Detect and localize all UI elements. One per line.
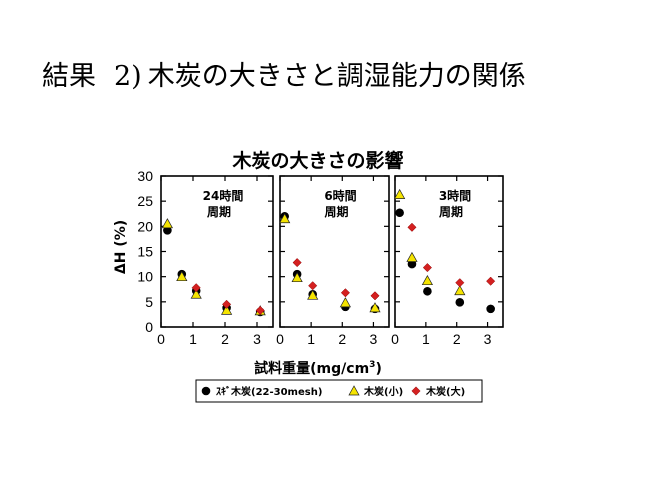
data-point	[307, 289, 319, 300]
data-point	[423, 286, 432, 296]
data-point	[455, 278, 465, 288]
panel-label: 3時間	[439, 188, 471, 203]
x-axis-label-superscript: 3	[369, 360, 375, 370]
x-tick-label: 2	[453, 331, 461, 347]
x-tick-label: 1	[189, 331, 197, 347]
y-tick-label: 5	[145, 294, 153, 310]
y-tick-label: 30	[137, 168, 153, 184]
data-point	[339, 297, 351, 308]
data-point	[369, 302, 381, 313]
legend-label: 木炭(小)	[363, 385, 403, 398]
data-point	[395, 208, 404, 218]
x-tick-label: 2	[338, 331, 346, 347]
x-tick-label: 3	[370, 331, 378, 347]
legend-marker	[201, 386, 211, 396]
panel-label-period: 周期	[439, 204, 463, 219]
x-axis-label-close: )	[375, 361, 381, 377]
legend-item: 木炭(大)	[411, 385, 465, 398]
data-point	[161, 218, 173, 229]
data-point	[222, 299, 232, 309]
chart-title: 木炭の大きさの影響	[231, 149, 403, 172]
y-tick-label: 25	[137, 193, 153, 209]
y-axis: 0 5 10 15 20 25 30	[137, 168, 153, 335]
slide-title-number: 2)	[114, 61, 142, 92]
panel-label-period: 周期	[207, 204, 231, 219]
data-point	[191, 283, 201, 293]
data-point	[406, 251, 418, 262]
data-point	[394, 188, 406, 199]
x-tick-label: 0	[157, 331, 165, 347]
y-tick-label: 15	[137, 244, 153, 260]
data-point	[292, 258, 302, 268]
data-point	[421, 274, 433, 286]
legend-marker	[348, 385, 360, 396]
data-point	[308, 281, 318, 291]
x-tick-label: 1	[307, 331, 315, 347]
x-tick-label: 1	[422, 331, 430, 347]
x-tick-label: 2	[221, 331, 229, 347]
legend-box	[195, 379, 483, 403]
data-point	[486, 304, 495, 314]
slide-title: 結果 2) 木炭の大きさと調湿能力の関係	[42, 54, 526, 93]
y-tick-label: 20	[137, 218, 153, 234]
data-point	[291, 271, 303, 283]
legend-item: ｽｷﾞ木炭(22-30mesh)	[201, 385, 322, 398]
slide-title-pre: 結果	[42, 61, 96, 92]
data-point	[422, 263, 432, 273]
legend-item: 木炭(小)	[348, 385, 403, 398]
y-axis-label: ΔH (%)	[113, 220, 129, 274]
data-point	[279, 213, 291, 224]
data-point	[370, 291, 380, 301]
legend-marker	[411, 386, 421, 396]
panel-label: 24時間	[203, 188, 244, 203]
data-point	[407, 222, 417, 232]
x-tick-label: 3	[253, 331, 261, 347]
y-tick-label: 0	[145, 319, 153, 335]
data-point	[340, 288, 350, 298]
legend: ｽｷﾞ木炭(22-30mesh) 木炭(小) 木炭(大)	[195, 379, 483, 403]
legend-label: ｽｷﾞ木炭(22-30mesh)	[216, 385, 322, 398]
data-point	[255, 305, 265, 315]
data-point	[176, 270, 188, 282]
panel-label: 6時間	[324, 188, 356, 203]
x-axis-label: 試料重量(mg/cm3)	[254, 360, 382, 377]
x-tick-label: 0	[276, 331, 284, 347]
data-point	[486, 276, 496, 286]
panel-label-period: 周期	[324, 204, 348, 219]
data-point	[454, 285, 466, 296]
legend-label: 木炭(大)	[425, 385, 465, 398]
slide-title-post: 木炭の大きさと調湿能力の関係	[147, 61, 526, 92]
y-tick-label: 10	[137, 269, 153, 285]
data-point	[190, 288, 202, 299]
x-axis-label-main: 試料重量(mg/cm	[254, 360, 369, 377]
data-point	[221, 304, 233, 315]
x-tick-label: 0	[391, 331, 399, 347]
x-tick-label: 3	[484, 331, 492, 347]
data-point	[455, 298, 465, 307]
